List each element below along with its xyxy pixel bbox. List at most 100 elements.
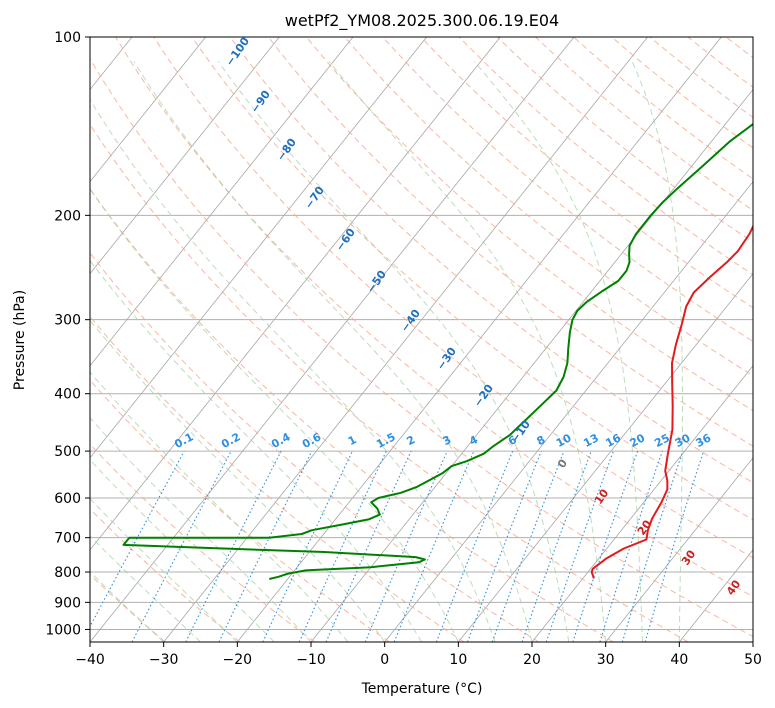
- dry-adiabat-line: [90, 188, 614, 642]
- moist-adiabat-line: [90, 571, 165, 642]
- dry-adiabat-label: −50: [364, 268, 389, 296]
- dry-adiabat-line: [191, 37, 753, 521]
- mixing-ratio-line: [393, 450, 475, 642]
- moist-adiabat-line: [90, 259, 422, 642]
- dry-adiabat-label: −80: [274, 136, 299, 164]
- mixing-ratio-line: [521, 450, 592, 642]
- x-tick-label: 50: [744, 652, 762, 668]
- mixing-ratio-label: 10: [554, 431, 574, 450]
- chart-title: wetPf2_YM08.2025.300.06.19.E04: [285, 11, 559, 31]
- isotherm-line: [458, 273, 753, 642]
- dry-adiabat-line: [382, 37, 753, 342]
- mixing-ratio-label: 0.2: [219, 430, 242, 451]
- isotherm-line: [90, 37, 206, 183]
- dry-adiabat-line: [90, 57, 753, 638]
- dry-adiabat-line: [687, 37, 753, 88]
- background-lines: [90, 37, 775, 642]
- y-tick-label: 300: [54, 313, 81, 329]
- mixing-ratio-label: 0.6: [300, 430, 324, 451]
- mixing-ratio-line: [466, 450, 542, 642]
- dry-adiabat-line: [649, 37, 753, 118]
- isotherm-line: [384, 180, 753, 642]
- mixing-ratio-label: 16: [603, 431, 623, 450]
- moist-adiabat-line: [90, 535, 201, 642]
- mixing-ratio-label: 13: [581, 431, 601, 450]
- dry-adiabat-label: −20: [471, 382, 496, 410]
- mixing-ratio-label: 20: [628, 431, 648, 450]
- isotherm-line: [237, 37, 722, 642]
- y-tick-label: 1000: [45, 622, 81, 638]
- y-axis: 100 200 300 400 500 600 700 800 900 1000: [45, 30, 90, 638]
- mixing-ratio-label: 0.4: [269, 430, 293, 451]
- moist-adiabat-line: [328, 61, 607, 642]
- dry-adiabat-line: [535, 37, 753, 211]
- y-axis-title: Pressure (hPa): [12, 290, 28, 390]
- dry-adiabat-line: [764, 37, 775, 642]
- mixing-ratio-label: 25: [652, 431, 672, 450]
- dry-adiabat-line: [90, 379, 390, 642]
- isotherm-line: [605, 457, 753, 642]
- moist-adiabat-line: [133, 61, 533, 642]
- moist-adiabat-line: [217, 61, 570, 642]
- moist-adiabat-line: [631, 61, 683, 642]
- plot-frame: [89, 36, 754, 643]
- x-tick-label: −30: [149, 652, 179, 668]
- dry-adiabat-label: 40: [724, 577, 744, 597]
- y-tick-label: 600: [54, 491, 81, 507]
- x-axis: −40 −30 −20 −10 0 10 20 30 40 50: [75, 642, 762, 668]
- x-axis-title: Temperature (°C): [361, 681, 483, 697]
- dry-adiabat-line: [306, 37, 753, 412]
- y-tick-label: 700: [54, 531, 81, 547]
- mixing-ratio-line: [435, 450, 514, 642]
- mixing-ratio-label: 1: [346, 433, 359, 448]
- isotherm-line: [531, 365, 753, 642]
- dry-adiabat-line: [90, 123, 689, 642]
- dry-adiabat-line: [90, 315, 465, 642]
- dry-adiabat-line: [90, 252, 540, 642]
- dry-adiabat-line: [573, 37, 753, 180]
- dry-adiabat-line: [496, 37, 753, 243]
- isotherm-line: [679, 549, 753, 642]
- mixing-ratio-label: 36: [694, 431, 714, 450]
- y-tick-label: 800: [54, 565, 81, 581]
- mixing-ratio-label: 30: [673, 431, 693, 450]
- isotherm-line: [310, 88, 753, 642]
- isotherm-line: [90, 37, 354, 367]
- mixing-ratio-line: [545, 450, 614, 642]
- dry-adiabat-label: −100: [223, 35, 252, 69]
- x-tick-label: −20: [223, 652, 253, 668]
- dry-adiabat-line: [420, 37, 753, 309]
- mixing-ratio-line: [218, 450, 313, 642]
- mixing-ratio-line: [90, 450, 185, 628]
- moist-adiabat-line: [90, 98, 496, 642]
- dry-adiabat-line: [115, 37, 753, 598]
- temperature-profile-line: [590, 224, 753, 579]
- mixing-ratio-line: [364, 450, 448, 642]
- series-layer: [122, 122, 753, 580]
- mixing-ratio-line: [572, 450, 639, 642]
- dry-adiabat-line: [153, 37, 753, 559]
- mixing-ratio-line: [644, 450, 705, 642]
- y-tick-label: 900: [54, 595, 81, 611]
- x-tick-label: 20: [523, 652, 541, 668]
- y-tick-label: 500: [54, 444, 81, 460]
- mixing-ratio-label: 3: [441, 433, 454, 448]
- isotherm-line: [752, 641, 753, 642]
- mixing-ratio-line: [185, 450, 282, 642]
- dry-adiabat-line: [90, 508, 241, 642]
- mixing-ratio-line: [491, 450, 565, 642]
- dry-adiabat-label: −30: [434, 345, 459, 373]
- mixing-ratio-line: [325, 450, 412, 642]
- dry-adiabat-label: 10: [592, 486, 612, 506]
- isotherm-line: [90, 37, 501, 551]
- dry-adiabat-line: [90, 443, 315, 642]
- x-tick-label: −40: [75, 652, 105, 668]
- mixing-ratio-label: 4: [467, 433, 480, 448]
- moist-adiabat-line: [90, 498, 238, 642]
- isotherm-line: [90, 37, 280, 275]
- dewpoint-profile-line: [122, 122, 753, 580]
- dry-adiabat-label: −90: [248, 88, 273, 116]
- moist-adiabat-line: [90, 371, 349, 642]
